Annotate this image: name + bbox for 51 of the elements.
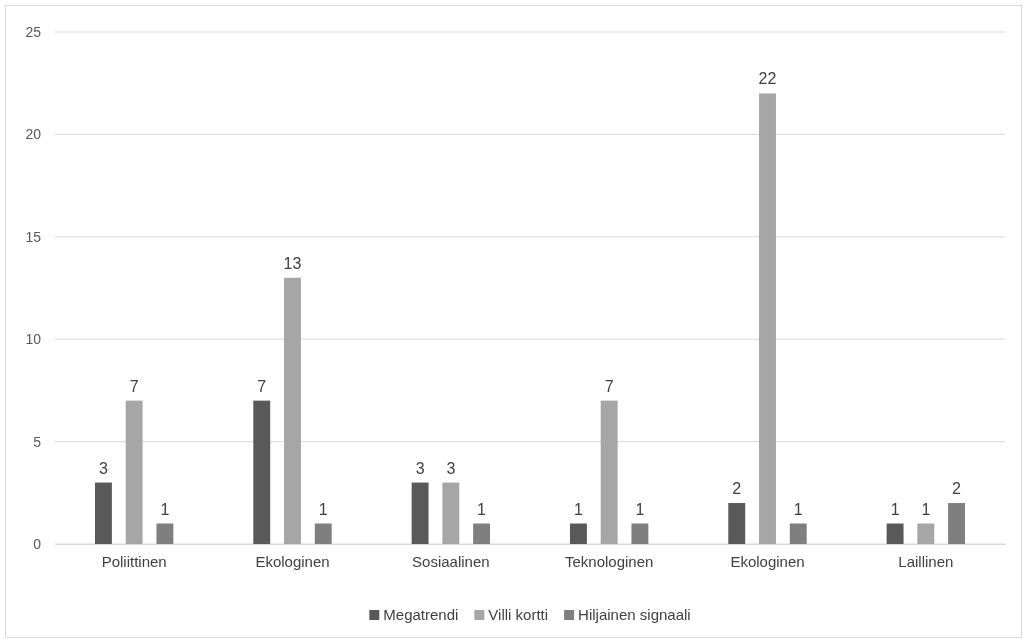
bar	[442, 482, 460, 544]
data-label: 22	[758, 70, 777, 88]
bar	[125, 400, 143, 544]
data-label: 3	[415, 459, 425, 477]
data-label: 1	[477, 500, 487, 518]
data-label: 2	[732, 480, 742, 498]
x-tick-label: Sosiaalinen	[412, 552, 490, 570]
data-label: 13	[283, 254, 302, 272]
y-tick-label: 20	[25, 126, 42, 143]
legend-label: Villi kortti	[488, 606, 549, 623]
y-tick-label: 0	[33, 535, 42, 552]
x-tick-label: Laillinen	[898, 552, 954, 570]
data-label: 1	[890, 500, 900, 518]
bar	[789, 523, 807, 544]
bar	[759, 93, 776, 544]
y-tick-label: 15	[25, 228, 42, 245]
bar	[156, 523, 174, 544]
bar	[600, 400, 618, 544]
bar	[917, 523, 935, 544]
bar	[728, 503, 746, 544]
bar	[411, 482, 429, 544]
data-label: 7	[604, 377, 614, 395]
data-label: 1	[921, 500, 931, 518]
x-tick-label: Poliittinen	[101, 552, 167, 570]
y-tick-label: 5	[33, 433, 42, 450]
data-label: 1	[635, 500, 645, 518]
data-label: 7	[257, 377, 267, 395]
bar	[94, 482, 112, 544]
data-label: 1	[318, 500, 328, 518]
x-tick-label: Ekologinen	[730, 552, 805, 570]
bar	[886, 523, 904, 544]
bar	[569, 523, 587, 544]
y-tick-label: 25	[25, 23, 42, 40]
data-label: 3	[446, 459, 456, 477]
x-tick-label: Teknologinen	[564, 552, 654, 570]
data-label: 1	[793, 500, 803, 518]
y-tick-label: 10	[25, 331, 42, 348]
bar	[473, 523, 491, 544]
data-label: 2	[952, 480, 962, 498]
data-label: 1	[160, 500, 170, 518]
legend-label: Hiljainen signaali	[578, 606, 691, 623]
legend-label: Megatrendi	[383, 606, 459, 623]
data-label: 1	[573, 500, 583, 518]
bar	[948, 503, 966, 544]
data-label: 7	[129, 377, 139, 395]
bar	[284, 277, 301, 544]
x-tick-label: Ekologinen	[255, 552, 330, 570]
data-label: 3	[98, 459, 108, 477]
bar	[253, 400, 271, 544]
bar	[314, 523, 332, 544]
bar	[631, 523, 649, 544]
